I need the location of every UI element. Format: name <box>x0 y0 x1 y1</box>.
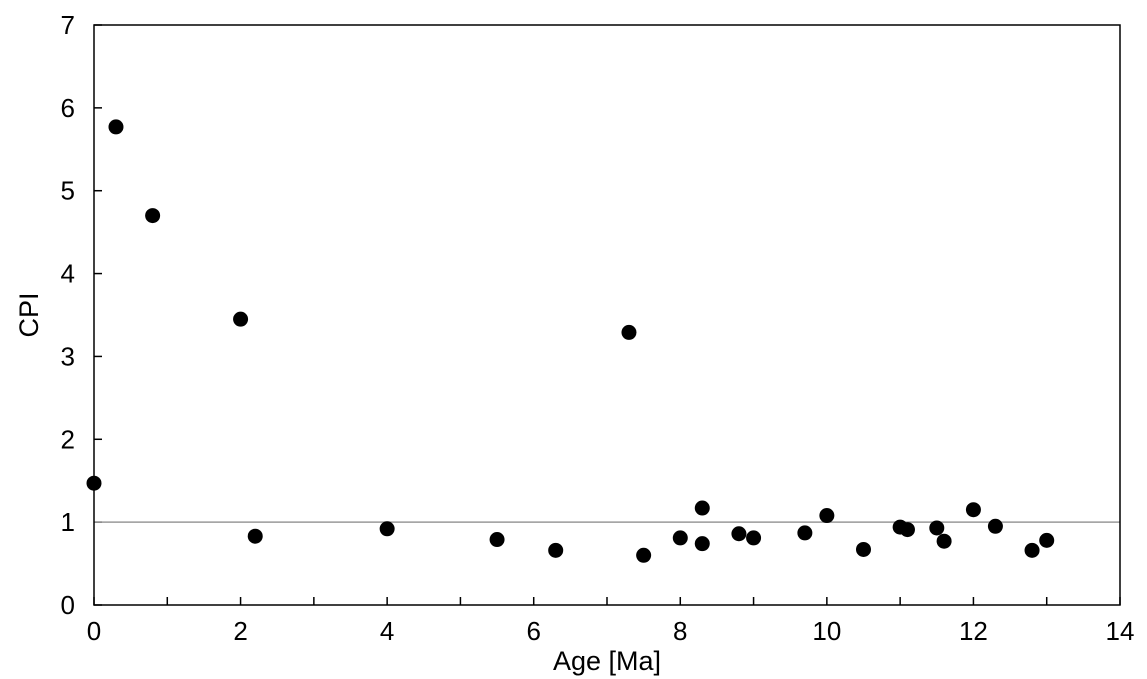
data-point <box>1039 532 1055 548</box>
y-tick-label: 7 <box>61 10 75 40</box>
y-tick-label: 4 <box>61 259 75 289</box>
y-tick-label: 0 <box>61 590 75 620</box>
data-point <box>797 525 813 541</box>
data-point <box>1024 542 1040 558</box>
y-tick-label: 6 <box>61 93 75 123</box>
data-point <box>694 500 710 516</box>
y-tick-label: 2 <box>61 424 75 454</box>
data-point <box>636 547 652 563</box>
data-point <box>548 542 564 558</box>
data-point <box>621 324 637 340</box>
data-point <box>379 521 395 537</box>
x-tick-label: 14 <box>1106 616 1135 646</box>
data-point <box>936 533 952 549</box>
data-point <box>731 526 747 542</box>
plot-area-frame <box>93 24 1121 606</box>
x-tick-label: 10 <box>812 616 841 646</box>
data-point <box>108 119 124 135</box>
x-axis-label: Age [Ma] <box>553 646 661 676</box>
y-tick-label: 1 <box>61 507 75 537</box>
data-point <box>672 530 688 546</box>
y-axis-label: CPI <box>14 292 44 337</box>
data-point <box>247 528 263 544</box>
x-tick-label: 6 <box>526 616 540 646</box>
data-point <box>489 532 505 548</box>
data-point <box>694 536 710 552</box>
data-point <box>856 541 871 557</box>
axis-ticks <box>93 24 1121 606</box>
y-tick-labels: 0 1 2 3 4 5 6 7 <box>61 10 75 620</box>
data-point <box>965 502 981 518</box>
data-point <box>746 530 762 546</box>
x-tick-label: 0 <box>87 616 101 646</box>
x-tick-labels: 0 2 4 6 8 10 12 14 <box>87 616 1135 646</box>
data-point <box>899 522 915 538</box>
x-tick-label: 12 <box>959 616 988 646</box>
data-point <box>233 311 249 327</box>
data-point <box>987 518 1003 534</box>
x-tick-label: 4 <box>380 616 394 646</box>
data-point <box>929 520 945 536</box>
y-tick-label: 5 <box>61 176 75 206</box>
data-point <box>819 508 835 524</box>
y-tick-label: 3 <box>61 341 75 371</box>
data-points <box>86 119 1055 563</box>
x-tick-label: 2 <box>233 616 247 646</box>
data-point <box>145 208 161 224</box>
x-tick-label: 8 <box>673 616 687 646</box>
